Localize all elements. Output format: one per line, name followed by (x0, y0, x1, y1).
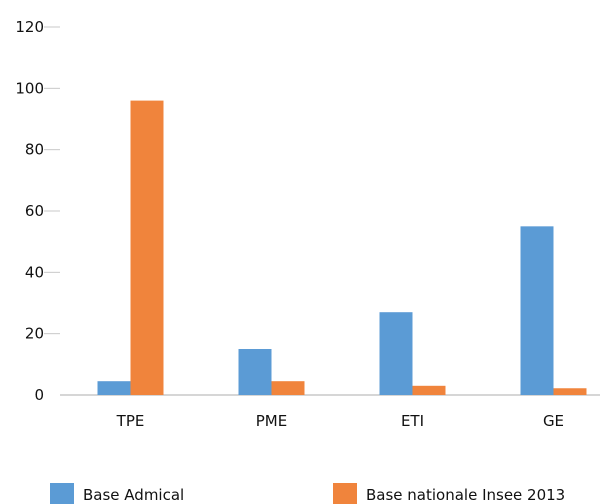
bar-eti-series-2 (412, 385, 446, 395)
bar-pme-series-2 (271, 381, 305, 395)
x-tick-label: GE (543, 412, 564, 430)
bar-pme-series-1 (238, 349, 272, 395)
legend-swatch (50, 483, 74, 504)
y-tick-label: 80 (25, 141, 44, 159)
legend-label: Base Admical (83, 486, 184, 504)
x-tick-label: TPE (116, 412, 145, 430)
y-tick-label: 120 (15, 18, 44, 36)
bar-ge-series-2 (553, 388, 587, 395)
legend-label: Base nationale Insee 2013 (366, 486, 565, 504)
bar-ge-series-1 (520, 226, 554, 395)
x-axis: TPE PME ETI GE (116, 412, 564, 430)
bar-tpe-series-1 (97, 381, 131, 395)
legend: Base Admical Base nationale Insee 2013 (50, 483, 565, 504)
y-tick-label: 20 (25, 325, 44, 343)
bar-eti-series-1 (379, 312, 413, 395)
y-tick-label: 0 (34, 386, 44, 404)
y-tick-label: 40 (25, 263, 44, 281)
y-tick-label: 100 (15, 79, 44, 97)
bar-tpe-series-2 (130, 100, 164, 395)
bars (97, 100, 587, 395)
legend-swatch (333, 483, 357, 504)
x-tick-label: ETI (401, 412, 424, 430)
y-axis: 0 20 40 60 80 100 120 (15, 18, 60, 404)
x-tick-label: PME (256, 412, 287, 430)
y-tick-label: 60 (25, 202, 44, 220)
